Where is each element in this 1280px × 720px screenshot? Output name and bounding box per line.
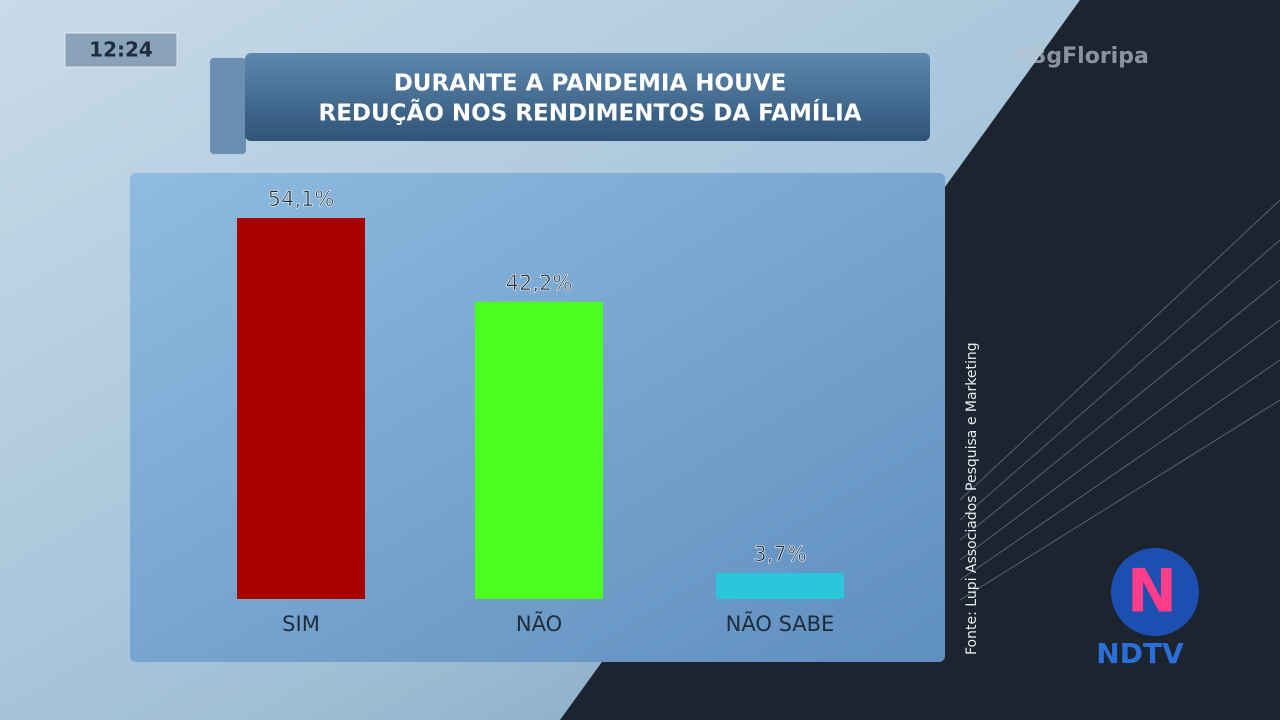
- value-label: 54,1%: [268, 187, 335, 211]
- clock: 12:24: [89, 38, 153, 62]
- chart-title: REDUÇÃO NOS RENDIMENTOS DA FAMÍLIA: [318, 99, 861, 127]
- logo-mark: [1111, 548, 1199, 636]
- category-label: SIM: [282, 612, 320, 636]
- category-label: NÃO: [516, 610, 562, 636]
- banner-tab: [210, 58, 246, 154]
- hashtag: #BgFloripa: [1011, 44, 1149, 69]
- category-label: NÃO SABE: [726, 610, 835, 636]
- title-banner: [245, 53, 930, 141]
- decor-lines: [959, 199, 1280, 601]
- clock-box: [64, 32, 178, 68]
- bar: [475, 301, 603, 599]
- bar: [237, 218, 365, 599]
- value-label: 3,7%: [753, 542, 806, 566]
- logo-letter: N: [1127, 557, 1177, 627]
- source: Fonte: Lupi Associados Pesquisa e Market…: [964, 342, 980, 655]
- logo: NDTV: [1096, 637, 1184, 670]
- chart-title: DURANTE A PANDEMIA HOUVE: [394, 71, 787, 97]
- bar: [716, 572, 844, 599]
- value-label: 42,2%: [506, 271, 573, 295]
